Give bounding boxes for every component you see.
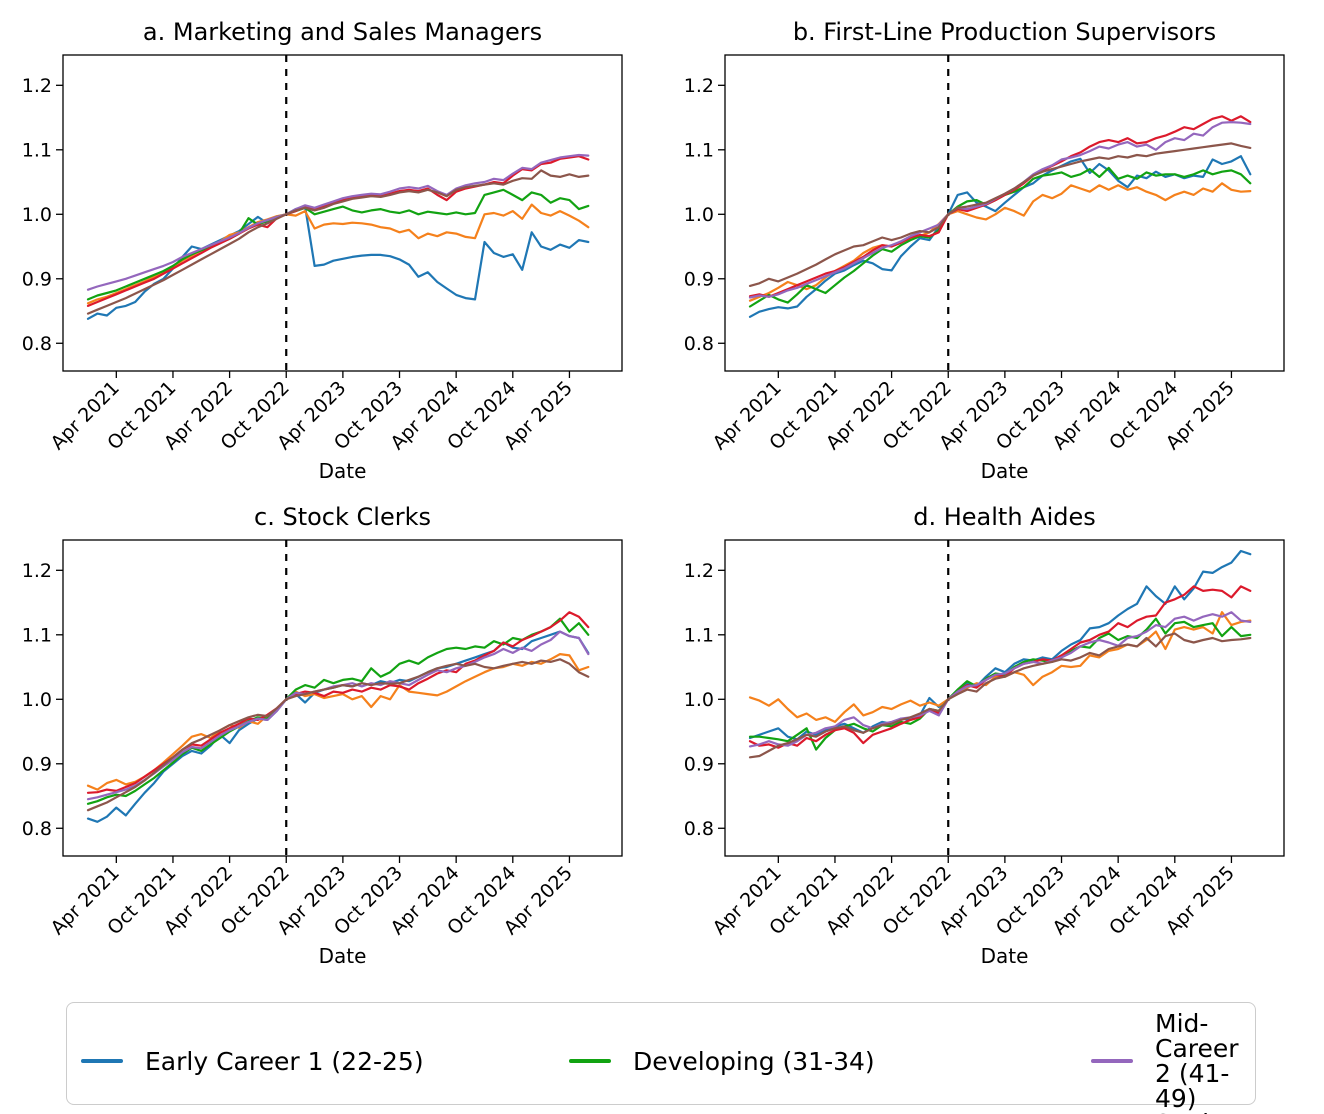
chart-b: b. First-Line Production Supervisors 0.8 0… (684, 18, 1285, 483)
series-line-senior (748, 632, 1252, 759)
series-line-developing (86, 188, 590, 301)
legend-label: Mid-Career 2 (41-49) (1155, 1009, 1239, 1113)
chart-a: a. Marketing and Sales Managers 0.8 0.9 1.0… (22, 18, 623, 483)
series-line-mid-career-1 (86, 155, 590, 307)
y-tick-label: 0.9 (22, 268, 52, 290)
y-tick-label: 0.8 (684, 333, 714, 355)
panel-title: d. Health Aides (913, 503, 1096, 531)
legend-label: Early Career 1 (22-25) (145, 1046, 424, 1076)
panel-title: b. First-Line Production Supervisors (793, 18, 1216, 46)
y-tick-label: 1.1 (22, 624, 52, 646)
plot-frame (62, 54, 623, 372)
legend: Early Career 1 (22-25) Early Career 2 (2… (66, 1002, 1256, 1114)
y-tick-label: 1.2 (684, 560, 714, 582)
y-tick-label: 1.2 (22, 75, 52, 97)
y-tick-label: 0.9 (684, 753, 714, 775)
series-line-senior (748, 142, 1252, 287)
legend-swatch-early-career-1 (81, 1059, 123, 1063)
x-axis-label: Date (981, 459, 1029, 483)
y-tick-label: 0.9 (684, 268, 714, 290)
y-tick-label: 1.0 (684, 689, 714, 711)
plot-frame (62, 539, 623, 857)
y-tick-label: 1.2 (22, 560, 52, 582)
series-line-mid-career-2 (86, 153, 590, 291)
series-line-early-career-1 (86, 630, 590, 823)
legend-item-mid-career-2: Mid-Career 2 (41-49) (1091, 1011, 1255, 1111)
y-tick-label: 0.8 (22, 333, 52, 355)
series-line-senior (86, 169, 590, 315)
series-line-early-career-2 (86, 203, 590, 305)
series-line-mid-career-2 (86, 630, 590, 801)
legend-label: Senior (50+) (1155, 1111, 1255, 1114)
plot-frame (724, 539, 1285, 857)
y-tick-label: 1.1 (22, 139, 52, 161)
series-line-early-career-2 (748, 611, 1252, 723)
series-line-mid-career-2 (748, 611, 1252, 748)
panel-title: a. Marketing and Sales Managers (143, 18, 542, 46)
y-tick-label: 0.8 (22, 818, 52, 840)
y-tick-label: 1.2 (684, 75, 714, 97)
panel-title: c. Stock Clerks (254, 503, 431, 531)
x-axis-label: Date (319, 459, 367, 483)
y-tick-label: 1.0 (22, 689, 52, 711)
series-line-mid-career-1 (748, 115, 1252, 298)
y-tick-label: 1.1 (684, 624, 714, 646)
y-tick-label: 1.1 (684, 139, 714, 161)
y-tick-label: 1.0 (22, 204, 52, 226)
plot-frame (724, 54, 1285, 372)
legend-label: Developing (31-34) (633, 1046, 875, 1076)
series-line-developing (748, 166, 1252, 308)
y-tick-label: 1.0 (684, 204, 714, 226)
legend-swatch-mid-career-2 (1091, 1059, 1133, 1063)
series-line-early-career-1 (748, 549, 1252, 741)
y-tick-label: 0.8 (684, 818, 714, 840)
series-line-early-career-2 (748, 182, 1252, 302)
series-line-senior (86, 658, 590, 812)
legend-item-early-career-1: Early Career 1 (22-25) (81, 1049, 569, 1074)
y-tick-label: 0.9 (22, 753, 52, 775)
x-axis-label: Date (981, 944, 1029, 968)
x-axis-label: Date (319, 944, 367, 968)
legend-item-senior: Senior (50+) (1091, 1111, 1255, 1114)
series-line-early-career-1 (748, 155, 1252, 318)
series-line-mid-career-1 (748, 585, 1252, 749)
legend-swatch-developing (569, 1059, 611, 1063)
legend-item-developing: Developing (31-34) (569, 1049, 1091, 1074)
